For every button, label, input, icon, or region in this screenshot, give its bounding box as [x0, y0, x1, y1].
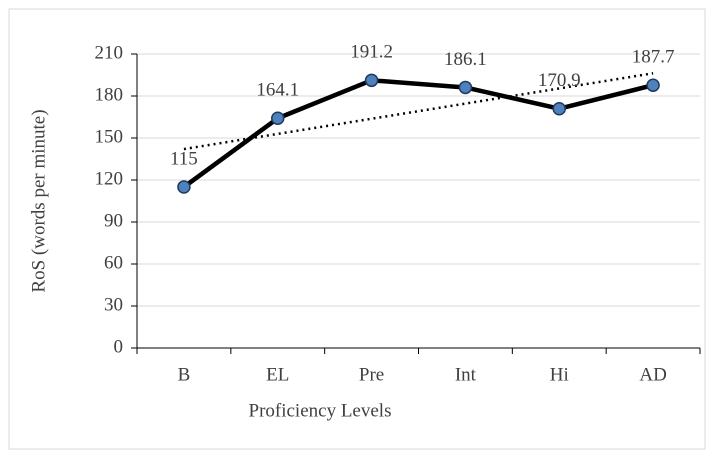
y-tick-label: 0: [114, 336, 124, 357]
y-axis-title: RoS (words per minute): [28, 109, 49, 292]
data-point: [646, 78, 660, 92]
data-label: 164.1: [256, 80, 299, 101]
chart-border: [8, 8, 706, 450]
trendline: [183, 72, 654, 151]
y-tick-label: 210: [95, 42, 124, 63]
data-label: 191.2: [350, 42, 393, 63]
x-tick-label: EL: [266, 364, 289, 385]
x-tick-label: B: [178, 364, 191, 385]
data-point: [552, 101, 566, 116]
data-label: 170.9: [538, 70, 581, 91]
data-label: 115: [170, 148, 198, 169]
x-tick-label: AD: [639, 364, 666, 385]
y-tick-label: 150: [95, 126, 124, 147]
x-tick-label: Pre: [359, 364, 384, 385]
data-point: [177, 180, 191, 194]
data-point: [458, 80, 473, 95]
x-tick-label: Hi: [550, 364, 569, 385]
y-tick-label: 60: [104, 252, 123, 273]
y-tick-label: 120: [95, 168, 124, 189]
y-tick-label: 180: [95, 84, 124, 105]
x-axis-title: Proficiency Levels: [249, 400, 392, 421]
y-tick-label: 30: [104, 294, 123, 315]
data-label: 187.7: [632, 47, 675, 68]
y-tick-label: 90: [104, 210, 123, 231]
data-point: [364, 73, 379, 88]
data-label: 186.1: [444, 49, 487, 70]
data-point: [271, 111, 285, 126]
data-line: [182, 78, 654, 189]
x-tick-label: Int: [455, 364, 477, 385]
